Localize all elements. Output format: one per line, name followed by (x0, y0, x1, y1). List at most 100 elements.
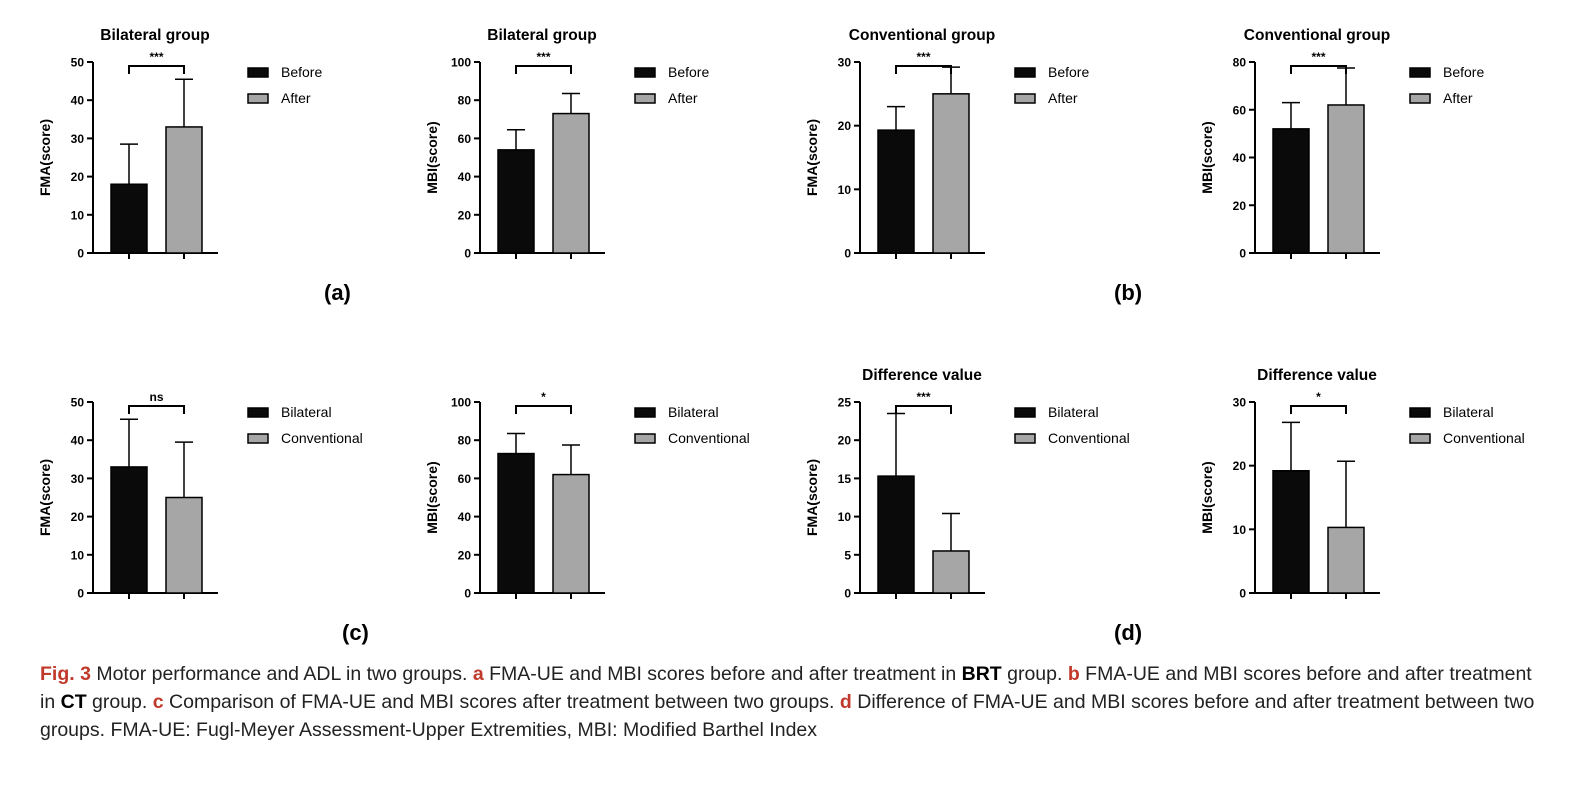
panel-label-a: (a) (324, 280, 351, 305)
chart-1-title: Bilateral group (100, 27, 209, 44)
chart-8-y-tick-label-0: 0 (1239, 587, 1246, 601)
chart-7-y-label: FMA(score) (804, 459, 820, 536)
chart-1-y-label: FMA(score) (37, 119, 53, 196)
chart-1-significance-label: *** (149, 50, 163, 64)
chart-5-y-tick-label-2: 20 (71, 510, 85, 524)
chart-3-y-tick-label-1: 10 (838, 183, 852, 197)
chart-4-bar-1 (1272, 128, 1310, 254)
chart-2-y-tick-label-3: 60 (458, 132, 472, 146)
caption-fig-number: Fig. 3 (40, 663, 91, 685)
chart-3-significance-label: *** (916, 50, 930, 64)
chart-4-significance-bracket (1290, 65, 1347, 74)
chart-5-significance-label: ns (149, 390, 163, 404)
chart-7-legend-swatch-1 (1014, 407, 1036, 418)
chart-2-significance-bracket (515, 65, 572, 74)
chart-8-y-tick-label-3: 30 (1233, 396, 1247, 410)
chart-4-y-label: MBI(score) (1199, 121, 1215, 193)
chart-2-legend-swatch-1 (634, 67, 656, 78)
chart-7-legend-swatch-2 (1014, 433, 1036, 444)
chart-8-legend-swatch-2 (1409, 433, 1431, 444)
chart-6-y-tick-label-2: 40 (458, 510, 472, 524)
chart-2-y-tick-label-1: 20 (458, 208, 472, 222)
chart-5-bar-2 (165, 496, 203, 594)
chart-4-title: Conventional group (1244, 27, 1390, 44)
chart-4-y-tick-label-2: 40 (1233, 151, 1247, 165)
chart-1-y-tick-label-2: 20 (71, 170, 85, 184)
chart-8-title: Difference value (1257, 367, 1377, 384)
chart-1-legend-label-2: After (281, 90, 311, 106)
chart-6-legend-swatch-2 (634, 433, 656, 444)
chart-2-y-tick-label-4: 80 (458, 94, 472, 108)
chart-1-y-tick-label-5: 50 (71, 56, 85, 70)
chart-2-significance-label: *** (536, 50, 550, 64)
chart-1-legend-label-1: Before (281, 64, 322, 80)
chart-3-y-label: FMA(score) (804, 119, 820, 196)
chart-5-y-tick-label-1: 10 (71, 548, 85, 562)
caption-c-label: c (152, 691, 164, 713)
chart-8-legend-label-1: Bilateral (1443, 404, 1494, 420)
chart-2-bar-1 (497, 149, 535, 254)
chart-1-y-tick-label-0: 0 (77, 247, 84, 261)
caption-a-end: group. (1001, 663, 1068, 685)
chart-1-bar-1 (110, 183, 148, 254)
chart-6-y-label: MBI(score) (424, 461, 440, 533)
caption-c-text: Comparison of FMA-UE and MBI scores afte… (163, 691, 840, 713)
chart-2-bar-2 (552, 112, 590, 254)
chart-5-y-tick-label-3: 30 (71, 472, 85, 486)
chart-1-legend-swatch-2 (247, 93, 269, 104)
chart-7-legend-label-1: Bilateral (1048, 404, 1099, 420)
chart-7-y-tick-label-3: 15 (838, 472, 852, 486)
chart-7-y-tick-label-1: 5 (844, 548, 851, 562)
chart-2-legend-label-1: Before (668, 64, 709, 80)
chart-6-bar-2 (552, 473, 590, 594)
chart-7-y-tick-label-5: 25 (838, 396, 852, 410)
caption-b-text: FMA-UE and MBI scores before and after t… (40, 663, 1532, 713)
chart-3-legend-swatch-1 (1014, 67, 1036, 78)
chart-5-legend-swatch-1 (247, 407, 269, 418)
chart-5-y-tick-label-4: 40 (71, 434, 85, 448)
chart-5-y-tick-label-5: 50 (71, 396, 85, 410)
chart-4-y-tick-label-1: 20 (1233, 199, 1247, 213)
caption-b-label: b (1067, 663, 1080, 685)
caption-intro: Motor performance and ADL in two groups. (90, 663, 473, 685)
chart-3-significance-bracket (895, 65, 952, 74)
caption-d-label: d (839, 691, 852, 713)
chart-4-y-tick-label-4: 80 (1233, 56, 1247, 70)
chart-2-y-tick-label-2: 40 (458, 170, 472, 184)
caption-b-end: group. (86, 691, 153, 713)
chart-8-significance-label: * (1316, 390, 1321, 404)
chart-3-bar-2 (932, 93, 970, 254)
chart-7-significance-bracket (895, 405, 952, 414)
chart-7-y-tick-label-0: 0 (844, 587, 851, 601)
panel-label-d: (d) (1114, 620, 1143, 645)
chart-5-legend-swatch-2 (247, 433, 269, 444)
chart-7-bar-2 (932, 550, 970, 594)
chart-3-y-tick-label-0: 0 (844, 247, 851, 261)
chart-8-legend-swatch-1 (1409, 407, 1431, 418)
chart-2-title: Bilateral group (487, 27, 596, 44)
chart-8-y-label: MBI(score) (1199, 461, 1215, 533)
chart-4-y-tick-label-3: 60 (1233, 103, 1247, 117)
panel-label-b: (b) (1114, 280, 1143, 305)
chart-4-legend-label-1: Before (1443, 64, 1484, 80)
chart-3-legend-label-2: After (1048, 90, 1078, 106)
caption-a-bold: BRT (961, 663, 1002, 685)
chart-1-y-tick-label-3: 30 (71, 132, 85, 146)
chart-7-y-tick-label-2: 10 (838, 510, 852, 524)
chart-8-bar-2 (1327, 526, 1365, 594)
chart-6-legend-swatch-1 (634, 407, 656, 418)
chart-6-y-tick-label-5: 100 (451, 396, 471, 410)
chart-4-legend-swatch-1 (1409, 67, 1431, 78)
chart-4-y-tick-label-0: 0 (1239, 247, 1246, 261)
chart-1-legend-swatch-1 (247, 67, 269, 78)
chart-6-significance-bracket (515, 405, 572, 414)
chart-6-y-tick-label-0: 0 (464, 587, 471, 601)
chart-7-significance-label: *** (916, 390, 930, 404)
panel-label-c: (c) (342, 620, 369, 645)
chart-4-legend-swatch-2 (1409, 93, 1431, 104)
chart-4-bar-2 (1327, 104, 1365, 254)
chart-6-significance-label: * (541, 390, 546, 404)
chart-1-bar-2 (165, 126, 203, 254)
chart-4-legend-label-2: After (1443, 90, 1473, 106)
